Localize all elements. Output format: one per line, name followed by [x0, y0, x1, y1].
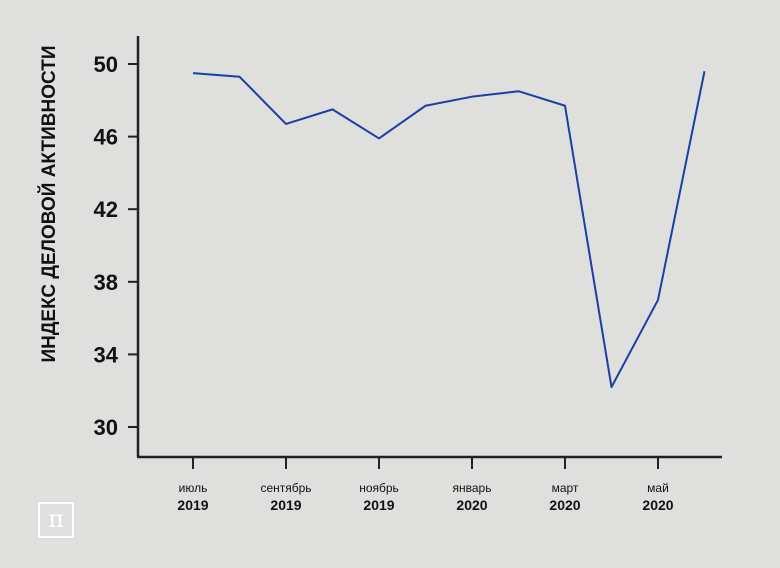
x-tick-month-label: январь — [453, 481, 492, 495]
x-tick-year-label: 2019 — [363, 497, 394, 513]
x-tick-month-label: март — [552, 481, 579, 495]
axes — [136, 36, 722, 459]
x-tick-year-label: 2019 — [177, 497, 208, 513]
x-tick-year-label: 2020 — [549, 497, 580, 513]
series-line — [192, 71, 706, 389]
y-tick-label: 42 — [94, 197, 118, 222]
y-tick-label: 50 — [94, 52, 118, 77]
y-ticks: 30 34 38 42 46 50 — [94, 52, 138, 440]
x-tick-month-label: май — [647, 481, 669, 495]
y-tick-label: 46 — [94, 125, 118, 150]
x-tick-year-label: 2020 — [456, 497, 487, 513]
y-tick-label: 30 — [94, 415, 118, 440]
x-tick-month-label: ноябрь — [359, 481, 399, 495]
y-tick-label: 34 — [94, 342, 119, 367]
x-tick-year-label: 2019 — [270, 497, 301, 513]
x-ticks: июль 2019 сентябрь 2019 ноябрь 2019 январь 2020… — [177, 457, 674, 513]
x-tick-month-label: июль — [179, 481, 208, 495]
y-axis-label: ИНДЕКС ДЕЛОВОЙ АКТИВНОСТИ — [38, 46, 60, 363]
x-tick-year-label: 2020 — [642, 497, 673, 513]
y-tick-label: 38 — [94, 270, 118, 295]
x-tick-month-label: сентябрь — [260, 481, 311, 495]
pi-logo-icon: π — [38, 502, 74, 538]
series-group — [192, 71, 706, 389]
